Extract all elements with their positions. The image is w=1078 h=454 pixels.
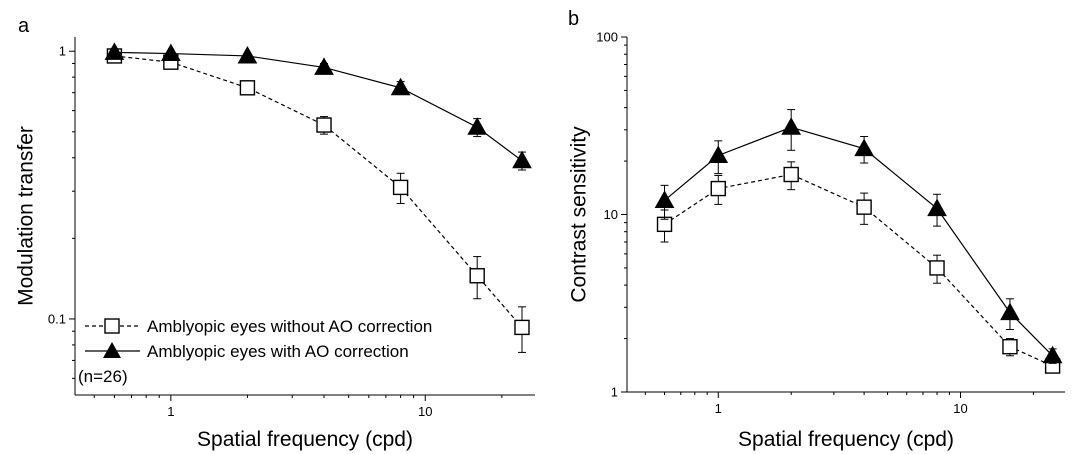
y-tick-label: 0.1 <box>48 311 66 326</box>
data-point-triangle <box>654 190 675 208</box>
x-tick-label: 1 <box>715 401 722 416</box>
data-point-triangle <box>467 117 488 135</box>
x-axis-title: Spatial frequency (cpd) <box>197 428 413 451</box>
data-point-square <box>710 180 726 197</box>
data-point-square <box>783 166 799 183</box>
data-point-square <box>856 199 872 215</box>
y-tick-label: 10 <box>604 207 618 222</box>
data-point-triangle <box>314 57 334 75</box>
y-tick-label: 1 <box>611 385 618 400</box>
data-point-triangle <box>104 42 125 60</box>
legend-square-marker <box>104 318 120 334</box>
series-1 <box>654 109 1063 364</box>
y-axis-title: Contrast sensitivity <box>568 126 591 303</box>
series-0 <box>656 161 1061 374</box>
data-point-square <box>469 268 485 284</box>
data-point-square <box>239 80 256 96</box>
data-point-square <box>316 117 332 133</box>
data-point-square <box>392 179 409 196</box>
legend-label: Amblyopic eyes without AO correction <box>147 317 432 336</box>
data-point-triangle <box>512 150 532 169</box>
x-tick-label: 1 <box>167 404 174 419</box>
data-point-square <box>1002 338 1018 355</box>
data-point-triangle <box>708 145 729 163</box>
legend-triangle-marker <box>103 342 121 358</box>
data-point-triangle <box>1042 345 1063 364</box>
panel-a: 1 10 0.1 1 Spatial frequency (cpd) Modulation… <box>15 15 535 451</box>
data-point-triangle <box>854 138 874 157</box>
x-tick-label: 10 <box>418 404 432 419</box>
data-point-triangle <box>1000 302 1020 321</box>
legend-label: Amblyopic eyes with AO correction <box>147 342 409 361</box>
data-point-triangle <box>927 198 947 217</box>
series-0 <box>106 48 530 353</box>
series-1 <box>104 42 532 171</box>
panel-label: a <box>18 15 30 37</box>
legend-note: (n=26) <box>78 367 128 386</box>
y-tick-label: 1 <box>59 44 66 59</box>
legend: Amblyopic eyes without AO correction Ambl… <box>78 317 432 386</box>
data-point-triangle <box>390 77 411 96</box>
y-axis-title: Modulation transfer <box>15 126 38 306</box>
panel-label: b <box>568 8 579 30</box>
panel-b: 1 10 1 10 100 Spatial frequency (cpd) Contrast… <box>568 8 1065 451</box>
data-point-square <box>929 260 945 276</box>
y-tick-label: 100 <box>596 30 618 45</box>
data-point-triangle <box>160 43 181 62</box>
data-point-triangle <box>781 117 802 135</box>
data-point-square <box>514 319 530 336</box>
series-line <box>114 55 523 328</box>
x-axis-title: Spatial frequency (cpd) <box>738 428 954 451</box>
data-point-triangle <box>237 45 258 64</box>
x-tick-label: 10 <box>953 401 967 416</box>
